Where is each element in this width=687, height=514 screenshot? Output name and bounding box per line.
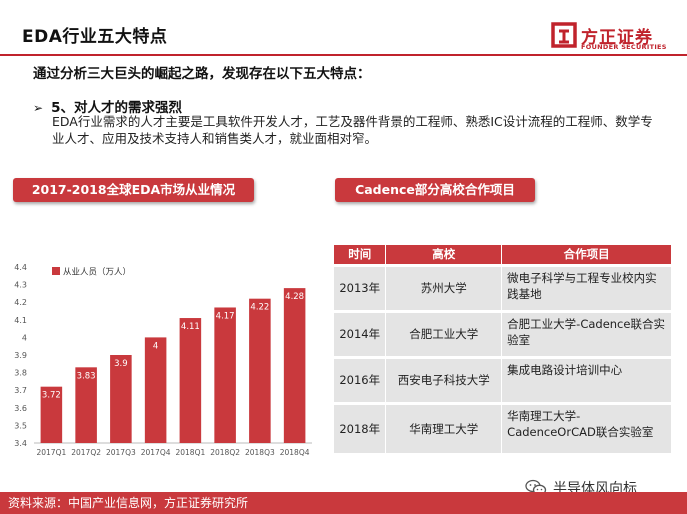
logo-cn: 方正证券 [581,28,653,48]
legend-label: 从业人员（万人） [63,267,131,278]
logo-mark-icon [551,22,577,48]
bar-value-label: 4.17 [216,311,235,321]
bar [283,288,306,443]
table-header-cell: 合作项目 [501,245,672,265]
page-title: EDA行业五大特点 [22,27,168,47]
table-header-cell: 高校 [385,245,503,265]
x-tick-label: 2017Q1 [36,448,66,457]
y-tick-label: 3.5 [14,421,27,430]
title-divider [0,54,687,56]
cooperation-table: 时间 高校 合作项目 2013年 苏州大学 微电子科学与工程专业校内实践基地 2… [334,245,672,453]
arrow-bullet-icon: ➢ [33,101,44,115]
legend-swatch [52,267,60,275]
x-tick-label: 2017Q3 [106,448,136,457]
point-heading-text: 5、对人才的需求强烈 [51,100,182,116]
employment-bar-chart: 3.4 3.5 3.6 3.7 3.8 3.9 4 4.1 4.2 4.3 4.4 3.72 2017Q… [0,255,330,470]
x-tick-label: 2018Q3 [245,448,275,457]
table-row: 2014年 合肥工业大学 合肥工业大学-Cadence联合实验室 [334,309,672,357]
year-cell: 2013年 [334,263,387,311]
project-cell: 集成电路设计培训中心 [501,355,672,403]
y-tick-label: 3.7 [14,386,27,395]
bar-value-label: 4 [153,341,158,351]
school-cell: 合肥工业大学 [385,309,503,357]
x-tick-label: 2018Q1 [175,448,205,457]
bar [75,367,97,443]
x-tick-label: 2018Q4 [280,448,310,457]
logo-en: FOUNDER SECURITIES [581,43,667,51]
bar [179,318,202,443]
school-cell: 西安电子科技大学 [385,355,503,403]
project-cell: 华南理工大学-CadenceOrCAD联合实验室 [501,401,672,453]
x-tick-label: 2017Q2 [71,448,101,457]
bar-value-label: 4.28 [285,292,304,302]
company-logo: 方正证券 FOUNDER SECURITIES [551,22,681,56]
y-tick-label: 4.1 [14,316,27,325]
bar-value-label: 4.22 [250,303,269,313]
bar-value-label: 3.9 [114,359,128,369]
project-cell: 合肥工业大学-Cadence联合实验室 [501,309,672,357]
table-header-row: 时间 高校 合作项目 [334,245,672,265]
year-cell: 2016年 [334,355,387,403]
table-row: 2013年 苏州大学 微电子科学与工程专业校内实践基地 [334,263,672,311]
y-tick-label: 4 [22,333,27,342]
y-tick-label: 3.6 [14,404,27,413]
year-cell: 2018年 [334,401,387,453]
bar [214,307,236,443]
right-section-banner: Cadence部分高校合作项目 [335,178,535,202]
x-tick-label: 2017Q4 [141,448,171,457]
chart-svg: 3.4 3.5 3.6 3.7 3.8 3.9 4 4.1 4.2 4.3 4.4 3.72 2017Q… [14,263,312,457]
y-tick-label: 4.4 [14,263,27,272]
y-tick-label: 3.4 [14,439,27,448]
bar-value-label: 3.83 [77,371,96,381]
source-footer: 资料来源：中国产业信息网，方正证券研究所 [0,492,687,514]
bar [40,386,63,443]
bar [144,337,167,443]
year-cell: 2014年 [334,309,387,357]
bar-value-label: 3.72 [42,391,61,401]
y-tick-label: 4.2 [14,298,27,307]
bar [249,298,271,443]
school-cell: 华南理工大学 [385,401,503,453]
left-section-banner: 2017-2018全球EDA市场从业情况 [13,178,254,202]
lead-sentence: 通过分析三大巨头的崛起之路，发现存在以下五大特点： [33,66,371,82]
bar-value-label: 4.11 [181,322,200,332]
bar [110,355,132,443]
school-cell: 苏州大学 [385,263,503,311]
x-tick-label: 2018Q2 [210,448,240,457]
point-body: EDA行业需求的人才主要是工具软件开发人才，工艺及器件背景的工程师、熟悉IC设计… [52,114,653,146]
point-heading: ➢ 5、对人才的需求强烈 [33,96,182,116]
project-cell: 微电子科学与工程专业校内实践基地 [501,263,672,311]
table-header-cell: 时间 [334,245,387,265]
table-row: 2018年 华南理工大学 华南理工大学-CadenceOrCAD联合实验室 [334,401,672,453]
y-tick-label: 4.3 [14,281,27,290]
y-tick-label: 3.8 [14,369,27,378]
y-tick-label: 3.9 [14,351,27,360]
table-row: 2016年 西安电子科技大学 集成电路设计培训中心 [334,355,672,403]
